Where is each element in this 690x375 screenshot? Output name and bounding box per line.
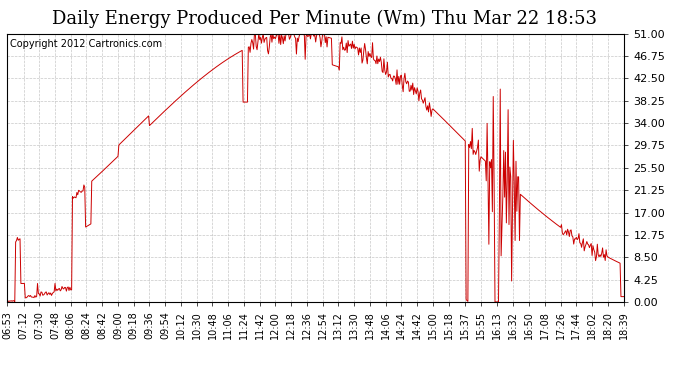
Text: Copyright 2012 Cartronics.com: Copyright 2012 Cartronics.com [10, 39, 162, 49]
Text: Daily Energy Produced Per Minute (Wm) Thu Mar 22 18:53: Daily Energy Produced Per Minute (Wm) Th… [52, 9, 597, 28]
